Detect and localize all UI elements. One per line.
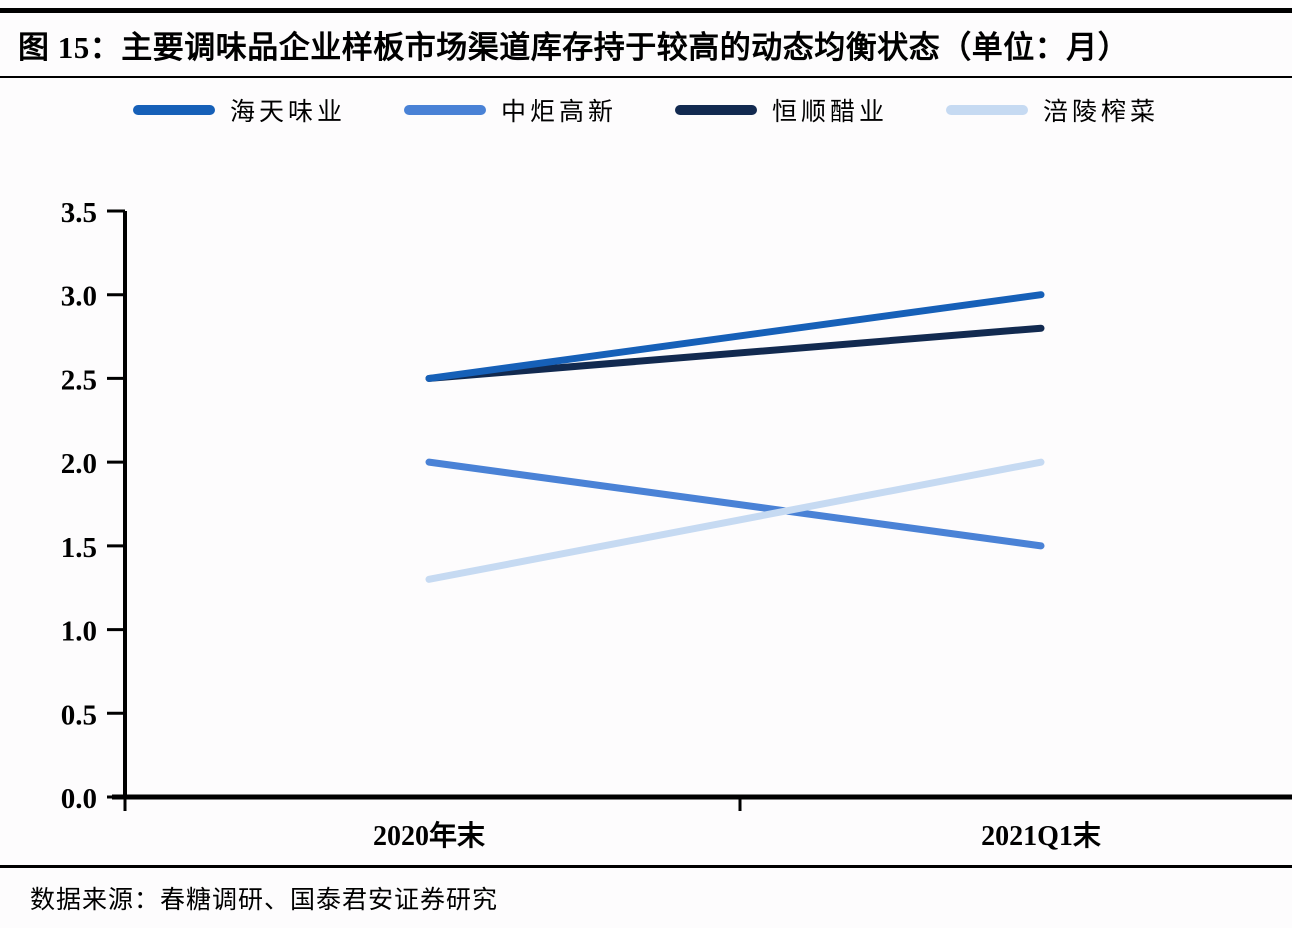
series-line-1 [425, 458, 1045, 550]
y-tick-label: 3.5 [61, 197, 97, 229]
y-tick-label: 0.0 [61, 783, 97, 815]
legend-line-swatch [403, 105, 486, 115]
legend-item-1: 中炬高新 [403, 92, 617, 128]
y-tick-label: 1.0 [61, 616, 97, 648]
y-tick-label: 0.5 [61, 699, 97, 731]
legend-label: 海天味业 [229, 99, 346, 126]
legend-label: 恒顺醋业 [772, 99, 889, 126]
series-line-2 [425, 324, 1045, 382]
title-underline-rule [0, 76, 1292, 78]
y-tick-label: 3.0 [61, 281, 97, 313]
legend-item-3: 涪陵榨菜 [946, 92, 1159, 128]
legend-line-swatch [132, 105, 215, 115]
data-source-note: 数据来源：春糖调研、国泰君安证券研究 [30, 887, 499, 914]
legend-line-swatch [675, 105, 757, 115]
y-tick-label: 2.0 [61, 448, 97, 480]
legend-label: 中炬高新 [500, 99, 617, 126]
series-line-0 [425, 291, 1045, 382]
y-tick-label: 1.5 [61, 532, 97, 564]
top-border-rule [0, 8, 1292, 13]
x-tick-label: 2020年末 [373, 819, 485, 852]
legend-item-0: 海天味业 [132, 92, 346, 128]
legend-label: 涪陵榨菜 [1043, 99, 1160, 126]
series-line-3 [425, 458, 1045, 583]
source-divider-rule [0, 865, 1292, 868]
legend-item-2: 恒顺醋业 [675, 92, 888, 128]
x-tick-label: 2021Q1末 [981, 820, 1101, 852]
legend-line-swatch [946, 105, 1029, 115]
chart-title: 图 15：主要调味品企业样板市场渠道库存持于较高的动态均衡状态（单位：月） [18, 30, 1130, 65]
legend: 海天味业 中炬高新 恒顺醋业 涪陵榨菜 [0, 92, 1292, 128]
y-tick-label: 2.5 [61, 364, 97, 396]
